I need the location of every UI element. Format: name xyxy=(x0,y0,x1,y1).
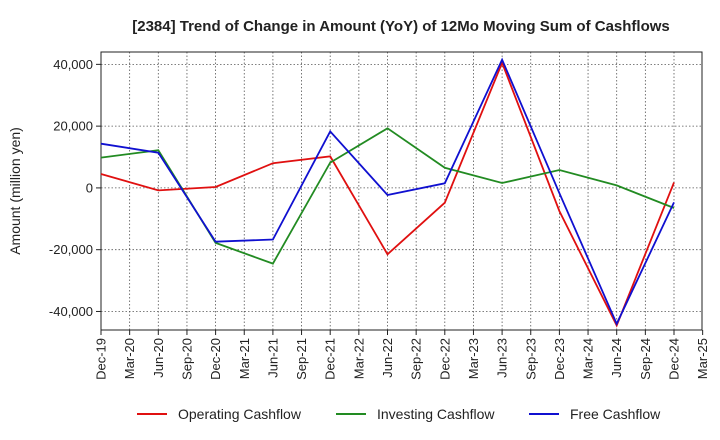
x-tick-label: Sep-24 xyxy=(638,338,653,380)
x-tick-label: Sep-23 xyxy=(523,338,538,380)
x-axis: Dec-19 Mar-20 Jun-20 Sep-20 Dec-20 Mar-21 Jun-… xyxy=(94,330,710,380)
series-lines xyxy=(100,57,675,328)
y-tick-label: 20,000 xyxy=(53,119,93,134)
y-axis: -40,000 -20,000 0 20,000 40,000 xyxy=(49,57,101,319)
x-tick-label: Jun-23 xyxy=(495,338,510,378)
legend-label: Operating Cashflow xyxy=(178,406,302,422)
x-tick-label: Sep-20 xyxy=(179,338,194,380)
series-line-operating-cashflow xyxy=(100,60,675,328)
y-tick-label: -20,000 xyxy=(49,242,93,257)
x-tick-label: Mar-22 xyxy=(351,338,366,379)
x-tick-label: Jun-22 xyxy=(380,338,395,378)
x-tick-label: Sep-22 xyxy=(409,338,424,380)
x-tick-label: Mar-23 xyxy=(466,338,481,379)
x-tick-label: Jun-21 xyxy=(265,338,280,378)
legend-label: Investing Cashflow xyxy=(377,406,495,422)
grid xyxy=(101,52,702,330)
x-tick-label: Dec-23 xyxy=(552,338,567,380)
y-axis-label: Amount (million yen) xyxy=(7,127,23,255)
x-tick-label: Dec-20 xyxy=(208,338,223,380)
x-tick-label: Dec-22 xyxy=(437,338,452,380)
x-tick-label: Mar-24 xyxy=(581,338,596,379)
x-tick-label: Mar-25 xyxy=(695,338,710,379)
legend-label: Free Cashflow xyxy=(570,406,661,422)
y-tick-label: 40,000 xyxy=(53,57,93,72)
series-line-free-cashflow xyxy=(100,57,675,326)
legend: Operating Cashflow Investing Cashflow Free… xyxy=(137,406,661,422)
plot-area xyxy=(100,51,703,331)
x-tick-label: Sep-21 xyxy=(294,338,309,380)
y-tick-label: 0 xyxy=(86,180,93,195)
chart-title: [2384] Trend of Change in Amount (YoY) o… xyxy=(132,18,670,35)
y-tick-label: -40,000 xyxy=(49,304,93,319)
x-tick-label: Mar-21 xyxy=(237,338,252,379)
x-tick-label: Dec-21 xyxy=(323,338,338,380)
x-tick-label: Dec-24 xyxy=(667,338,682,380)
x-tick-label: Jun-24 xyxy=(609,338,624,378)
x-tick-label: Jun-20 xyxy=(151,338,166,378)
x-tick-label: Dec-19 xyxy=(94,338,109,380)
x-tick-label: Mar-20 xyxy=(122,338,137,379)
